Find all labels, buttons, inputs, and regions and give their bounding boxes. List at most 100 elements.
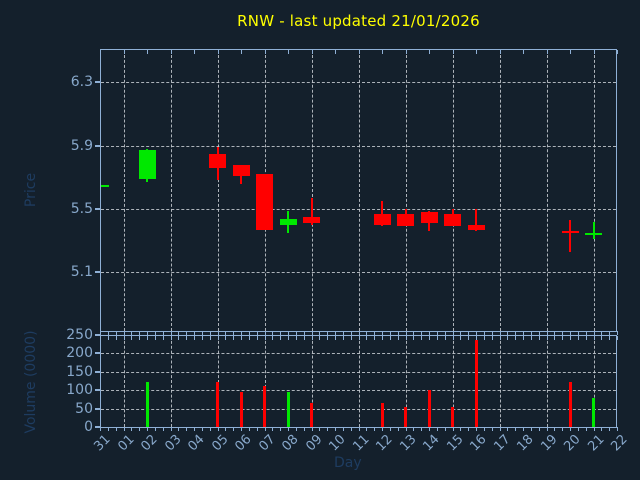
volume-top-tick	[593, 336, 595, 340]
day-gridline	[593, 50, 595, 331]
volume-bottom-tick	[241, 427, 242, 431]
volume-bottom-tick	[335, 427, 336, 431]
volume-bottom-tick	[295, 427, 297, 431]
volume-top-tick	[107, 336, 109, 340]
day-gridline	[170, 50, 172, 331]
candle-upper-wick	[216, 147, 219, 154]
volume-bottom-tick	[303, 427, 305, 431]
volume-bottom-tick	[225, 427, 227, 431]
volume-top-tick	[241, 336, 242, 340]
price-top-tick	[147, 50, 148, 54]
price-top-tick	[100, 50, 101, 54]
volume-bottom-tick	[523, 427, 524, 431]
price-bottom-tick	[444, 331, 446, 335]
volume-top-tick	[209, 336, 211, 340]
price-bottom-tick	[241, 331, 242, 335]
volume-bottom-tick	[201, 427, 203, 431]
x-tick-label: 02	[138, 432, 161, 455]
volume-tick-mark	[95, 426, 100, 428]
volume-top-tick	[311, 336, 313, 340]
volume-top-tick	[100, 336, 101, 340]
price-top-tick	[358, 50, 360, 54]
price-top-tick	[241, 50, 242, 54]
x-tick-label: 12	[373, 432, 396, 455]
volume-top-tick	[139, 336, 141, 340]
volume-bottom-tick	[154, 427, 156, 431]
candle	[209, 153, 226, 168]
x-tick-label: 31	[91, 432, 114, 455]
volume-axis-label: Volume (0000)	[23, 330, 39, 434]
volume-bottom-tick	[256, 427, 258, 431]
price-bottom-tick	[483, 331, 485, 335]
x-tick-label: 04	[185, 432, 208, 455]
volume-bar	[474, 340, 478, 427]
price-bottom-tick	[170, 331, 172, 335]
price-bottom-tick	[523, 331, 524, 335]
volume-top-tick	[397, 336, 399, 340]
day-gridline	[405, 50, 407, 331]
volume-bottom-tick	[264, 427, 266, 431]
price-bottom-tick	[272, 331, 274, 335]
x-tick-label: 05	[208, 432, 232, 455]
price-bottom-tick	[350, 331, 352, 335]
volume-top-tick	[617, 336, 618, 340]
price-bottom-tick	[460, 331, 462, 335]
volume-top-tick	[460, 336, 462, 340]
volume-bottom-tick	[483, 427, 485, 431]
volume-bottom-tick	[491, 427, 493, 431]
x-tick-label: 10	[326, 432, 349, 455]
day-gridline	[170, 336, 172, 427]
x-tick-label: 13	[396, 432, 420, 455]
day-gridline	[311, 336, 313, 427]
price-bottom-tick	[617, 331, 618, 335]
volume-bottom-tick	[436, 427, 438, 431]
volume-bottom-tick	[546, 427, 548, 431]
price-bottom-tick	[319, 331, 321, 335]
volume-bottom-tick	[593, 427, 595, 431]
candle	[232, 164, 250, 176]
price-top-tick	[382, 50, 383, 54]
candle	[279, 218, 297, 225]
volume-bottom-tick	[139, 427, 141, 431]
volume-tick-label: 0	[84, 419, 93, 435]
price-bottom-tick	[154, 331, 156, 335]
price-bottom-tick	[186, 331, 188, 335]
price-bottom-tick	[115, 331, 117, 335]
volume-top-tick	[264, 336, 266, 340]
volume-bottom-tick	[507, 427, 509, 431]
volume-top-tick	[350, 336, 352, 340]
volume-bottom-tick	[358, 427, 360, 431]
price-bottom-tick	[389, 331, 391, 335]
price-bottom-tick	[256, 331, 258, 335]
price-bottom-tick	[593, 331, 595, 335]
volume-bottom-tick	[272, 427, 274, 431]
day-gridline	[358, 336, 360, 427]
price-bottom-tick	[342, 331, 344, 335]
volume-bottom-tick	[617, 427, 618, 431]
price-top-tick	[264, 50, 266, 54]
day-gridline	[123, 50, 125, 331]
volume-top-tick	[225, 336, 227, 340]
volume-top-tick	[538, 336, 540, 340]
volume-bottom-tick	[570, 427, 571, 431]
candle-lower-wick	[310, 223, 313, 225]
volume-tick-label: 100	[66, 382, 93, 399]
price-bottom-tick	[577, 331, 579, 335]
price-bottom-tick	[382, 331, 383, 335]
volume-top-tick	[272, 336, 274, 340]
volume-top-tick	[429, 336, 430, 340]
candle-upper-wick	[146, 148, 148, 151]
day-gridline	[499, 50, 501, 331]
volume-tick-mark	[95, 389, 100, 392]
volume-top-tick	[256, 336, 258, 340]
price-bottom-tick	[295, 331, 297, 335]
volume-bottom-tick	[209, 427, 211, 431]
price-top-tick	[405, 50, 407, 54]
volume-bottom-tick	[327, 427, 329, 431]
volume-top-tick	[303, 336, 305, 340]
volume-top-tick	[131, 336, 133, 340]
candle-lower-wick	[381, 224, 383, 227]
price-bottom-tick	[358, 331, 360, 335]
price-top-tick	[593, 50, 595, 54]
